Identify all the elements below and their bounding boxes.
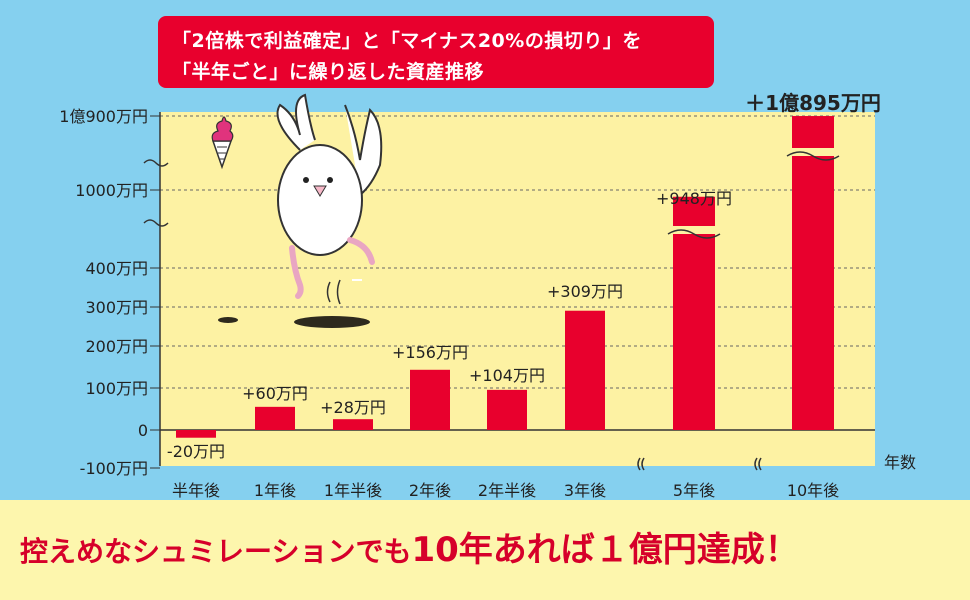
x-axis-break-mark — [641, 457, 645, 471]
x-axis-label: 年数 — [884, 453, 916, 472]
bar — [792, 116, 834, 430]
bar — [565, 310, 605, 430]
data-label: -20万円 — [167, 442, 225, 461]
x-tick-label: 1年半後 — [324, 481, 382, 500]
axis-break-mark — [143, 219, 169, 227]
chart-title-box: 「2倍株で利益確定」と「マイナス20%の損切り」を 「半年ごと」に繰り返した資産… — [158, 16, 714, 88]
data-label: +104万円 — [469, 366, 545, 385]
bar — [255, 406, 295, 430]
value-labels: -20万円 +60万円 +28万円 +156万円+104万円 +309万円 +948万円 ＋… — [167, 91, 881, 461]
bar — [487, 389, 527, 430]
y-tick-label: 0 — [138, 421, 148, 440]
y-axis: 1億900万円 1000万円 400万円 300万円 200万円 100万円 0 -100万円 — [59, 107, 169, 478]
bar-break-gap — [789, 148, 837, 156]
data-label: +60万円 — [242, 384, 308, 403]
data-label: +28万円 — [320, 398, 386, 417]
bottom-message: 控えめなシュミレーションでも10年あれば１億円達成！ — [20, 522, 960, 582]
y-tick-label: 100万円 — [85, 379, 148, 398]
y-tick-label: 1億900万円 — [59, 107, 148, 126]
x-axis-break-mark — [637, 457, 641, 471]
bar — [673, 196, 715, 430]
data-label: +309万円 — [547, 282, 623, 301]
y-tick-label: 400万円 — [85, 259, 148, 278]
y-tick-label: 300万円 — [85, 298, 148, 317]
bar — [176, 430, 216, 438]
bottom-message-part1: 控えめなシュミレーションでも — [20, 535, 412, 568]
x-tick-label: 5年後 — [673, 481, 715, 500]
bars — [176, 116, 840, 438]
bar-break-mark — [786, 151, 840, 161]
x-tick-label: 半年後 — [172, 481, 220, 500]
x-axis-break-mark — [758, 457, 762, 471]
bar-break-gap — [670, 226, 718, 234]
ice-cream-icon — [211, 116, 234, 170]
x-tick-label: 3年後 — [564, 481, 606, 500]
chart-title-line2: 「半年ごと」に繰り返した資産推移 — [172, 61, 485, 83]
chart-title-line1: 「2倍株で利益確定」と「マイナス20%の損切り」を — [172, 30, 642, 52]
x-axis: 半年後 1年後 1年半後 2年後 2年半後 3年後 5年後 10年後 年数 — [172, 453, 916, 500]
x-tick-label: 1年後 — [254, 481, 296, 500]
data-label: +156万円 — [392, 343, 468, 362]
bottom-message-part2: 10年あれば１億円達成！ — [411, 530, 799, 570]
y-tick-label: -100万円 — [80, 459, 148, 478]
x-axis-break-mark — [754, 457, 758, 471]
data-label: ＋1億895万円 — [745, 91, 881, 115]
bar — [333, 419, 373, 430]
x-tick-label: 2年半後 — [478, 481, 536, 500]
bar-chart: -20万円 +60万円 +28万円 +156万円+104万円 +309万円 +948万円 ＋… — [59, 91, 916, 500]
bar-break-mark — [667, 229, 721, 239]
axis-break-mark — [143, 159, 169, 167]
x-tick-label: 10年後 — [787, 481, 839, 500]
x-tick-label: 2年後 — [409, 481, 451, 500]
y-tick-label: 200万円 — [85, 337, 148, 356]
bird-character-icon — [218, 93, 383, 328]
y-tick-label: 1000万円 — [75, 181, 148, 200]
bottom-message-band — [0, 500, 970, 600]
data-label: +948万円 — [656, 189, 732, 208]
bar — [410, 369, 450, 430]
